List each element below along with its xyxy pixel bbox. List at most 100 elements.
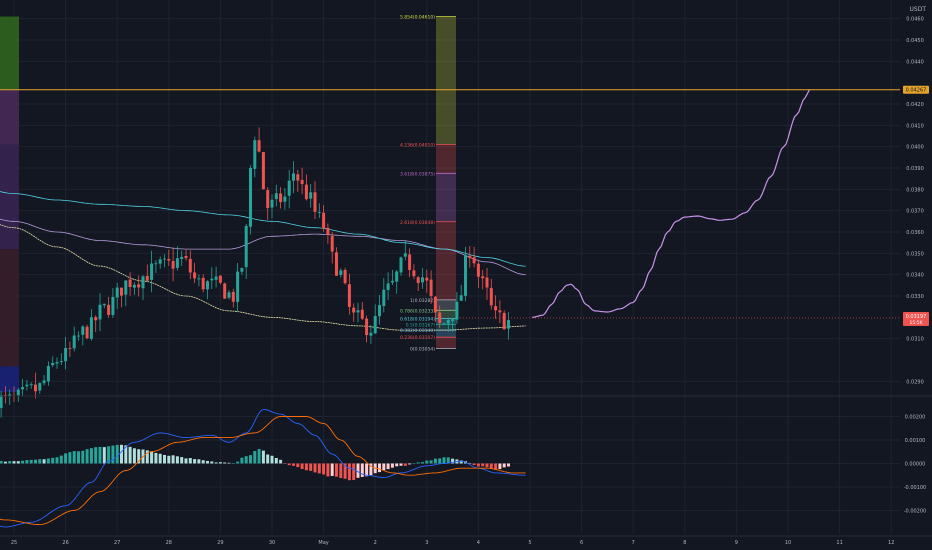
projection-curve[interactable] <box>532 89 811 318</box>
candle-body[interactable] <box>408 254 412 270</box>
candle-body[interactable] <box>429 279 433 297</box>
candle-body[interactable] <box>141 276 145 289</box>
price-axis[interactable]: 0.0460 0.0450 0.0440 0.0420 0.0410 0.0400 0.03… <box>460 17 929 386</box>
candle-body[interactable] <box>326 227 330 236</box>
candle-body[interactable] <box>163 258 166 260</box>
candle-body[interactable] <box>279 193 283 203</box>
candle-body[interactable] <box>472 257 476 264</box>
candle-body[interactable] <box>210 278 214 281</box>
candle-body[interactable] <box>214 276 218 280</box>
candle-body[interactable] <box>107 304 111 315</box>
candle-body[interactable] <box>42 380 46 384</box>
candle-body[interactable] <box>287 180 291 196</box>
candle-body[interactable] <box>253 140 257 169</box>
candle-body[interactable] <box>489 287 493 306</box>
candle-body[interactable] <box>46 366 50 382</box>
candle-body[interactable] <box>369 332 373 336</box>
candle-body[interactable] <box>0 395 3 408</box>
candle-body[interactable] <box>494 306 498 311</box>
candle-body[interactable] <box>476 263 480 277</box>
candle-body[interactable] <box>38 383 42 391</box>
candle-body[interactable] <box>128 279 132 288</box>
candle-body[interactable] <box>360 309 364 319</box>
candle-body[interactable] <box>98 304 102 320</box>
candle-body[interactable] <box>399 257 403 273</box>
candle-body[interactable] <box>498 310 502 313</box>
candle-body[interactable] <box>356 310 360 313</box>
candle-body[interactable] <box>304 184 308 200</box>
candle-body[interactable] <box>451 318 455 322</box>
candle-body[interactable] <box>124 280 128 295</box>
candle-body[interactable] <box>309 192 313 199</box>
candle-body[interactable] <box>257 140 261 152</box>
candle-body[interactable] <box>296 174 300 181</box>
candle-body[interactable] <box>442 323 446 325</box>
candle-body[interactable] <box>455 301 459 320</box>
projection-path[interactable] <box>532 89 811 318</box>
candle-body[interactable] <box>464 255 467 296</box>
candle-body[interactable] <box>485 277 489 288</box>
macd-axis[interactable]: 0.00200 0.00100 0.00000 -0.00100 -0.00200 <box>904 414 926 514</box>
candle-body[interactable] <box>266 190 270 209</box>
candle-body[interactable] <box>77 335 80 337</box>
candle-body[interactable] <box>292 173 295 181</box>
candle-body[interactable] <box>317 212 321 213</box>
candle-body[interactable] <box>343 270 347 284</box>
candle-body[interactable] <box>68 347 72 349</box>
candle-body[interactable] <box>240 268 244 272</box>
candle-body[interactable] <box>416 277 420 284</box>
candle-body[interactable] <box>403 253 407 257</box>
candle-body[interactable] <box>171 261 175 269</box>
candle-body[interactable] <box>25 384 29 387</box>
candle-body[interactable] <box>352 307 356 313</box>
candle-body[interactable] <box>339 270 343 275</box>
candle-body[interactable] <box>111 296 115 315</box>
candle-body[interactable] <box>347 284 351 307</box>
candle-body[interactable] <box>184 255 188 259</box>
candlesticks[interactable] <box>0 127 510 418</box>
candle-body[interactable] <box>120 287 123 296</box>
candle-body[interactable] <box>193 272 197 279</box>
candle-body[interactable] <box>412 270 416 277</box>
candle-body[interactable] <box>227 292 231 298</box>
candle-body[interactable] <box>180 256 184 259</box>
candle-body[interactable] <box>85 326 89 339</box>
candle-body[interactable] <box>188 258 192 273</box>
candle-body[interactable] <box>425 277 429 281</box>
candle-body[interactable] <box>378 305 381 317</box>
candle-body[interactable] <box>236 271 240 302</box>
candle-body[interactable] <box>231 291 235 302</box>
candle-body[interactable] <box>59 361 63 362</box>
candle-body[interactable] <box>386 283 390 290</box>
candle-body[interactable] <box>322 212 326 229</box>
candle-body[interactable] <box>390 280 394 283</box>
candle-body[interactable] <box>459 295 463 301</box>
candle-body[interactable] <box>382 289 386 306</box>
candle-body[interactable] <box>223 283 227 299</box>
candle-body[interactable] <box>55 362 59 364</box>
candle-body[interactable] <box>64 348 68 362</box>
candle-body[interactable] <box>218 275 222 283</box>
candle-body[interactable] <box>158 259 162 264</box>
macd-indicator[interactable] <box>0 408 526 528</box>
candle-body[interactable] <box>335 252 338 276</box>
candle-body[interactable] <box>21 387 25 390</box>
candle-body[interactable] <box>438 312 442 324</box>
candle-body[interactable] <box>468 255 472 259</box>
candle-body[interactable] <box>261 151 265 190</box>
candle-body[interactable] <box>283 196 287 202</box>
candle-body[interactable] <box>34 384 37 392</box>
candle-body[interactable] <box>421 277 424 283</box>
candle-body[interactable] <box>270 199 274 208</box>
candle-body[interactable] <box>300 180 304 185</box>
candle-body[interactable] <box>365 318 369 336</box>
candle-body[interactable] <box>89 317 93 339</box>
candle-body[interactable] <box>313 192 317 212</box>
candle-body[interactable] <box>373 315 377 334</box>
candle-body[interactable] <box>16 389 20 396</box>
candle-body[interactable] <box>197 278 201 280</box>
time-axis[interactable]: 24252627282930May23456789101112131415161… <box>0 535 932 546</box>
candle-body[interactable] <box>167 259 171 261</box>
candle-body[interactable] <box>446 320 450 324</box>
